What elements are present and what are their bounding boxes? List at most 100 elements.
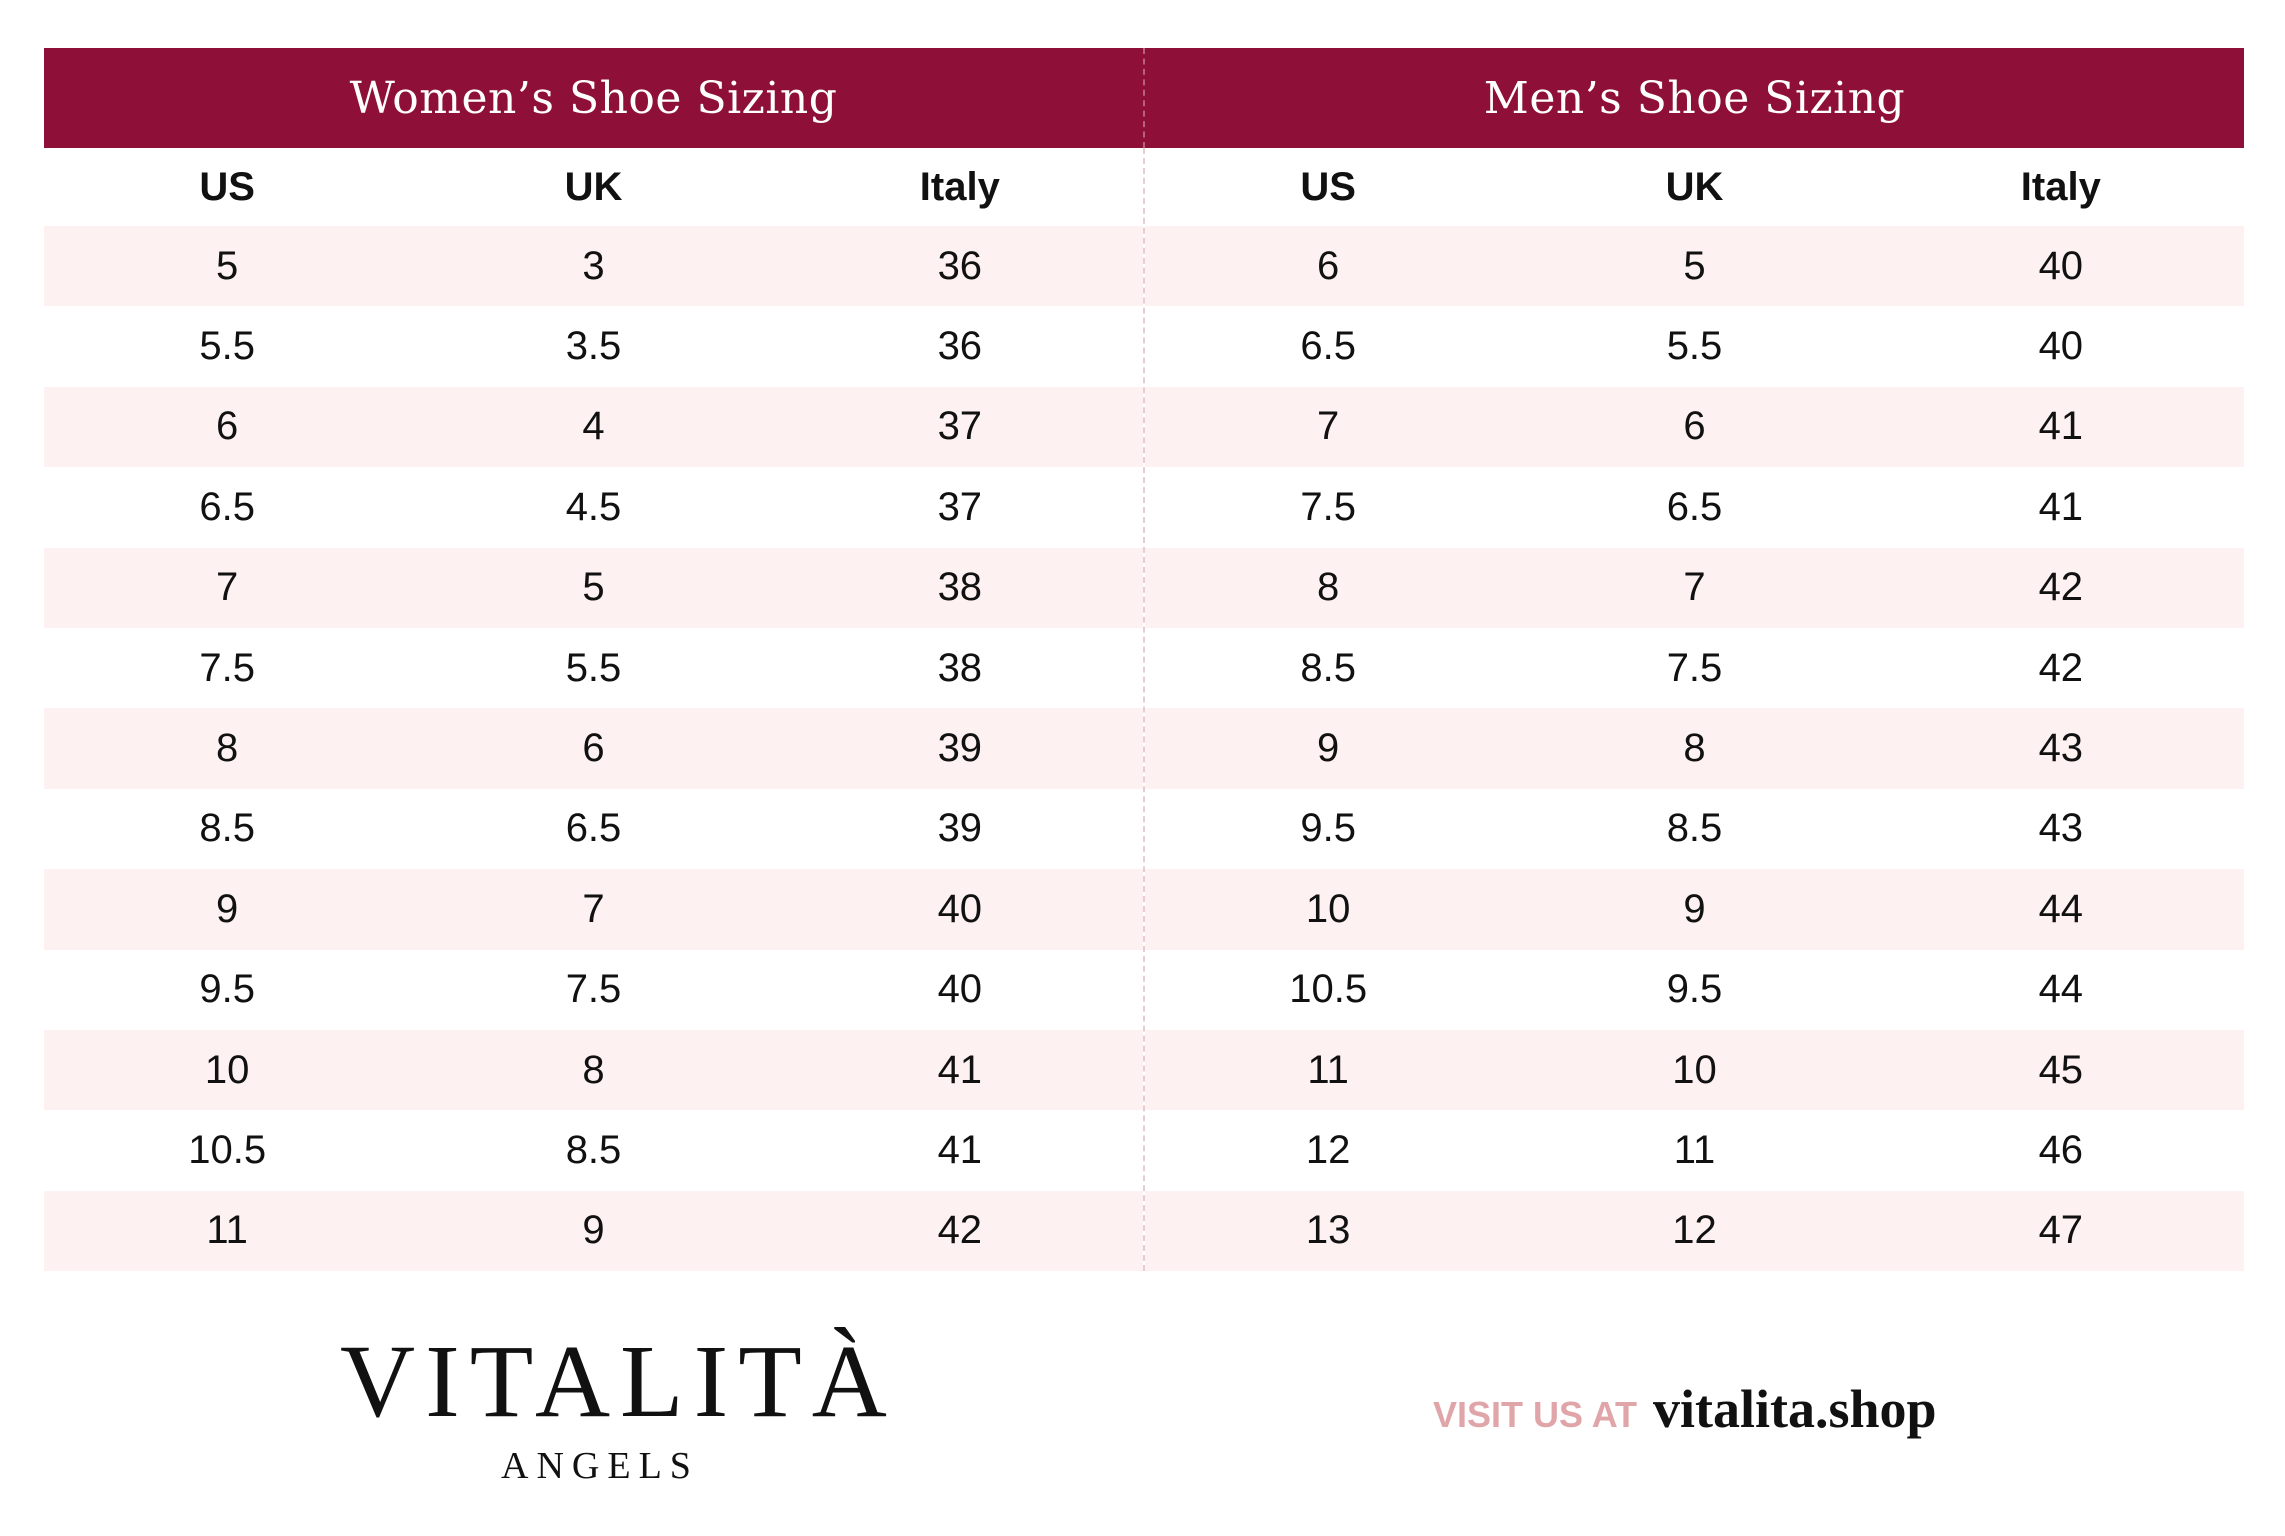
men-size-cell: 5.5 [1666, 324, 1723, 369]
women-size-cell: 3.5 [565, 324, 622, 369]
men-size-row: 7 6 41 [1145, 386, 2244, 468]
visit-label: VISIT US AT [1433, 1394, 1638, 1435]
women-size-cell: 4 [582, 404, 605, 449]
women-size-cell: 8 [216, 726, 239, 771]
women-size-cell: 7 [582, 886, 605, 931]
women-size-cell: 9 [582, 1208, 605, 1253]
men-size-cell: 44 [2038, 967, 2084, 1012]
women-size-cell: 8.5 [565, 1127, 622, 1172]
women-size-cell: 40 [937, 967, 983, 1012]
women-size-cell: 7.5 [565, 967, 622, 1012]
women-size-row: 5.5 3.5 36 [44, 306, 1143, 386]
women-size-cell: 4.5 [565, 484, 622, 529]
women-size-cell: 38 [937, 565, 983, 610]
women-size-row: 6.5 4.5 37 [44, 467, 1143, 547]
women-size-cell: 8 [582, 1047, 605, 1092]
men-size-cell: 8 [1683, 726, 1706, 771]
men-size-cell: 43 [2038, 726, 2084, 771]
women-size-cell: 38 [937, 645, 983, 690]
men-size-cell: 47 [2038, 1208, 2084, 1253]
men-size-table: US UK Italy 6 5 40 6.5 5.5 40 7 6 41 7.5 6.5 41 8 7 42 8.5… [1145, 148, 2244, 1272]
men-size-cell: 13 [1305, 1208, 1351, 1253]
men-size-cell: 7.5 [1300, 484, 1356, 529]
men-size-cell: 8.5 [1300, 645, 1356, 690]
women-size-cell: 6.5 [565, 806, 622, 851]
women-size-row: 6 4 37 [44, 386, 1143, 468]
women-size-row: 9.5 7.5 40 [44, 950, 1143, 1030]
logo-subtitle: ANGELS [501, 1445, 699, 1487]
men-size-cell: 41 [2038, 484, 2084, 529]
men-size-cell: 7.5 [1666, 645, 1723, 690]
women-column-header: UK [564, 164, 623, 209]
men-column-header: UK [1665, 164, 1724, 209]
women-column-header: US [199, 164, 255, 209]
men-column-header: US [1300, 164, 1356, 209]
men-size-cell: 6 [1317, 243, 1340, 288]
women-column-header-row: US UK Italy [44, 148, 1143, 226]
women-size-cell: 5.5 [199, 324, 255, 369]
men-size-row: 6.5 5.5 40 [1145, 306, 2244, 386]
men-size-cell: 6.5 [1300, 324, 1356, 369]
men-size-row: 9.5 8.5 43 [1145, 789, 2244, 869]
women-size-row: 7 5 38 [44, 547, 1143, 628]
brand-logo: VITALITÀ ANGELS [340, 1324, 897, 1488]
women-size-cell: 7.5 [199, 645, 255, 690]
men-size-cell: 45 [2038, 1047, 2084, 1092]
women-size-row: 7.5 5.5 38 [44, 628, 1143, 708]
men-size-cell: 5 [1683, 243, 1706, 288]
men-size-row: 11 10 45 [1145, 1029, 2244, 1111]
women-title: Women’s Shoe Sizing [44, 48, 1145, 148]
women-size-cell: 3 [582, 243, 605, 288]
women-size-cell: 37 [937, 404, 983, 449]
women-size-cell: 7 [216, 565, 239, 610]
men-size-row: 13 12 47 [1145, 1190, 2244, 1272]
men-size-cell: 40 [2038, 243, 2084, 288]
men-size-cell: 10 [1672, 1047, 1717, 1092]
men-size-row: 12 11 46 [1145, 1110, 2244, 1190]
women-size-cell: 37 [937, 484, 983, 529]
women-size-cell: 11 [206, 1208, 248, 1253]
men-size-row: 10 9 44 [1145, 869, 2244, 950]
women-size-cell: 8.5 [199, 806, 255, 851]
men-size-cell: 46 [2038, 1127, 2084, 1172]
website-link[interactable]: vitalita.shop [1653, 1379, 1937, 1439]
women-size-cell: 6.5 [199, 484, 255, 529]
men-size-cell: 7 [1317, 404, 1340, 449]
women-size-cell: 42 [937, 1208, 983, 1253]
logo-wordmark: VITALITÀ [340, 1324, 897, 1439]
men-size-cell: 10.5 [1289, 967, 1368, 1012]
men-size-row: 7.5 6.5 41 [1145, 467, 2244, 547]
men-size-cell: 6.5 [1666, 484, 1723, 529]
men-size-cell: 9.5 [1300, 806, 1356, 851]
men-size-cell: 9 [1317, 726, 1340, 771]
women-size-row: 11 9 42 [44, 1190, 1143, 1272]
men-size-cell: 9.5 [1666, 967, 1723, 1012]
men-size-cell: 11 [1673, 1127, 1716, 1172]
men-size-cell: 44 [2038, 886, 2084, 931]
men-size-row: 9 8 43 [1145, 708, 2244, 789]
men-size-cell: 42 [2038, 645, 2084, 690]
women-size-row: 9 7 40 [44, 869, 1143, 950]
men-size-cell: 12 [1305, 1127, 1351, 1172]
men-size-cell: 8 [1317, 565, 1340, 610]
men-size-row: 6 5 40 [1145, 226, 2244, 307]
men-size-cell: 43 [2038, 806, 2084, 851]
women-size-cell: 41 [937, 1127, 983, 1172]
title-bar: Women’s Shoe Sizing Men’s Shoe Sizing [44, 48, 2244, 148]
women-size-cell: 39 [937, 726, 983, 771]
men-size-cell: 10 [1305, 886, 1351, 931]
women-size-cell: 6 [216, 404, 239, 449]
women-size-cell: 40 [937, 886, 983, 931]
women-size-cell: 6 [582, 726, 605, 771]
women-size-cell: 9.5 [199, 967, 255, 1012]
men-size-cell: 8.5 [1666, 806, 1723, 851]
men-size-cell: 41 [2038, 404, 2084, 449]
men-size-cell: 6 [1683, 404, 1706, 449]
women-size-row: 8.5 6.5 39 [44, 789, 1143, 869]
women-size-row: 10.5 8.5 41 [44, 1110, 1143, 1190]
women-size-cell: 5.5 [565, 645, 622, 690]
women-size-cell: 5 [582, 565, 605, 610]
men-size-cell: 42 [2038, 565, 2084, 610]
women-size-cell: 10.5 [188, 1127, 267, 1172]
women-size-cell: 10 [204, 1047, 250, 1092]
